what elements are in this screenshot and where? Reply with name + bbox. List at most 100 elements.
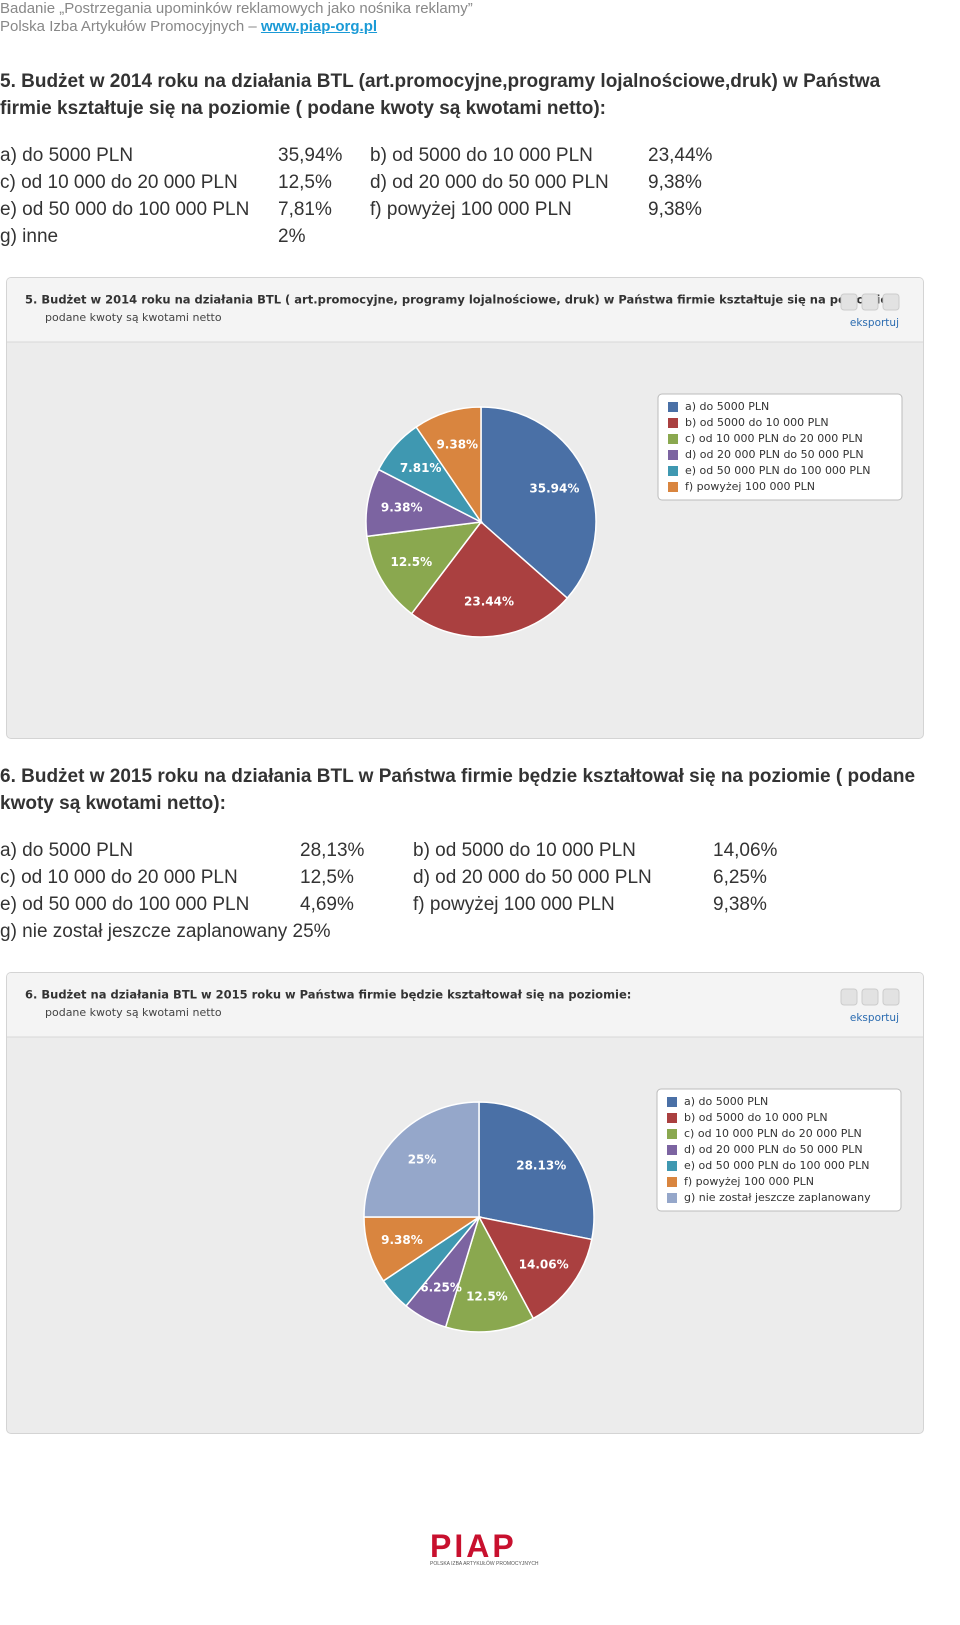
data-label: 6.25% (420, 1281, 462, 1295)
chart-panel: 6. Budżet na działania BTL w 2015 roku w… (6, 972, 924, 1434)
data-label: 9.38% (381, 1233, 423, 1247)
legend-box (657, 393, 903, 501)
export-link[interactable]: eksportuj (850, 317, 899, 329)
answer-cell: 7,81% (278, 199, 332, 220)
data-label: 7.81% (400, 461, 442, 475)
chart: 6. Budżet na działania BTL w 2015 roku w… (7, 973, 923, 1333)
answer-cell: 9,38% (648, 172, 702, 193)
answer-cell: 14,06% (713, 840, 778, 861)
chart-title: 5. Budżet w 2014 roku na działania BTL (… (25, 293, 893, 307)
answer-cell: c) od 10 000 do 20 000 PLN (0, 172, 238, 193)
tool-icon (882, 293, 900, 311)
answer-cell: a) do 5000 PLN (0, 840, 134, 861)
legend-label: d) od 20 000 PLN do 50 000 PLN (684, 1143, 863, 1156)
answer-cell: d) od 20 000 do 50 000 PLN (370, 172, 609, 193)
legend-label: b) od 5000 do 10 000 PLN (684, 1111, 828, 1124)
answer-cell: c) od 10 000 do 20 000 PLN (0, 867, 238, 888)
panel-header (7, 973, 923, 1037)
answer-cell: 9,38% (713, 894, 767, 915)
legend-label: e) od 50 000 PLN do 100 000 PLN (684, 1159, 869, 1172)
pie-slice (410, 520, 569, 638)
legend-swatch (667, 1113, 677, 1123)
chart-title: 6. Budżet na działania BTL w 2015 roku w… (25, 988, 631, 1002)
chart: 5. Budżet w 2014 roku na działania BTL (… (7, 278, 923, 638)
legend-swatch (667, 1145, 677, 1155)
chart-panel: 5. Budżet w 2014 roku na działania BTL (… (6, 277, 924, 739)
data-label: 9.38% (381, 501, 423, 515)
data-label: 12.5% (466, 1290, 508, 1304)
question: 6. Budżet w 2015 roku na działania BTL w… (0, 766, 916, 814)
legend-swatch (668, 418, 678, 428)
legend-swatch (668, 482, 678, 492)
chart-subtitle: podane kwoty są kwotami netto (45, 311, 222, 324)
answers: a) do 5000 PLN 28,13% b) od 5000 do 10 000… (0, 837, 777, 945)
answer-cell: 35,94% (278, 145, 343, 166)
legend-swatch (667, 1193, 677, 1203)
answer-cell: 9,38% (648, 199, 702, 220)
data-label: 35.94% (529, 481, 579, 495)
header-org: Polska Izba Artykułów Promocyjnych – (0, 18, 257, 35)
legend-label: b) od 5000 do 10 000 PLN (685, 416, 829, 429)
data-label: 25% (408, 1153, 437, 1167)
data-label: 12.5% (390, 555, 432, 569)
answer-cell: a) do 5000 PLN (0, 145, 134, 166)
question: 5. Budżet w 2014 roku na działania BTL (… (0, 71, 881, 119)
legend-swatch (667, 1177, 677, 1187)
answer-cell: f) powyżej 100 000 PLN (370, 199, 572, 220)
panel-header (7, 278, 923, 342)
legend-label: a) do 5000 PLN (685, 400, 769, 413)
legend-swatch (668, 434, 678, 444)
answer-cell: 28,13% (300, 840, 365, 861)
header-line: Polska Izba Artykułów Promocyjnych – www… (0, 18, 473, 36)
legend-swatch (668, 466, 678, 476)
answers: a) do 5000 PLN 35,94% b) od 5000 do 10 000… (0, 142, 712, 250)
pie-slice (415, 406, 482, 525)
legend-swatch (667, 1161, 677, 1171)
data-label: 23.44% (464, 595, 514, 609)
answer-cell: 23,44% (648, 145, 713, 166)
legend-swatch (667, 1097, 677, 1107)
legend-label: g) nie został jeszcze zaplanowany (684, 1191, 871, 1204)
pie-slice (477, 1215, 593, 1320)
answer-cell: b) od 5000 do 10 000 PLN (370, 145, 593, 166)
export-link[interactable]: eksportuj (850, 1012, 899, 1024)
legend-label: c) od 10 000 PLN do 20 000 PLN (684, 1127, 862, 1140)
pie-slice (366, 521, 483, 615)
legend-swatch (668, 450, 678, 460)
legend-label: a) do 5000 PLN (684, 1095, 768, 1108)
logo: PIAP (430, 1528, 517, 1564)
answer-cell: 12,5% (278, 172, 332, 193)
legend-label: f) powyżej 100 000 PLN (685, 480, 815, 493)
tool-icon (840, 988, 858, 1006)
answer-cell: 4,69% (300, 894, 354, 915)
chart-subtitle: podane kwoty są kwotami netto (45, 1006, 222, 1019)
tool-icon (861, 988, 879, 1006)
legend-label: c) od 10 000 PLN do 20 000 PLN (685, 432, 863, 445)
pie-slice (478, 1101, 595, 1241)
tool-icon (840, 293, 858, 311)
answer-cell: b) od 5000 do 10 000 PLN (413, 840, 636, 861)
legend-label: e) od 50 000 PLN do 100 000 PLN (685, 464, 870, 477)
data-label: 28.13% (516, 1158, 566, 1172)
logo-tagline: POLSKA IZBA ARTYKUŁÓW PROMOCYJNYCH (430, 1561, 539, 1567)
answer-cell: g) inne (0, 226, 59, 247)
pie-slice (363, 1101, 480, 1218)
legend-swatch (668, 402, 678, 412)
header: Badanie „Postrzegania upominków reklamow… (0, 0, 473, 36)
answer-cell: d) od 20 000 do 50 000 PLN (413, 867, 652, 888)
pie-slice (444, 1215, 535, 1333)
data-label: 9.38% (436, 438, 478, 452)
tool-icon (882, 988, 900, 1006)
legend-box (656, 1088, 902, 1212)
legend-swatch (667, 1129, 677, 1139)
header-line: Badanie „Postrzegania upominków reklamow… (0, 0, 473, 17)
tool-icon (861, 293, 879, 311)
answer-cell: 2% (278, 226, 306, 247)
data-label: 14.06% (519, 1257, 569, 1271)
pie-slice (480, 406, 597, 600)
answer-cell: e) od 50 000 do 100 000 PLN (0, 894, 250, 915)
answer-cell: f) powyżej 100 000 PLN (413, 894, 615, 915)
header-link[interactable]: www.piap-org.pl (260, 18, 378, 35)
legend-label: f) powyżej 100 000 PLN (684, 1175, 814, 1188)
